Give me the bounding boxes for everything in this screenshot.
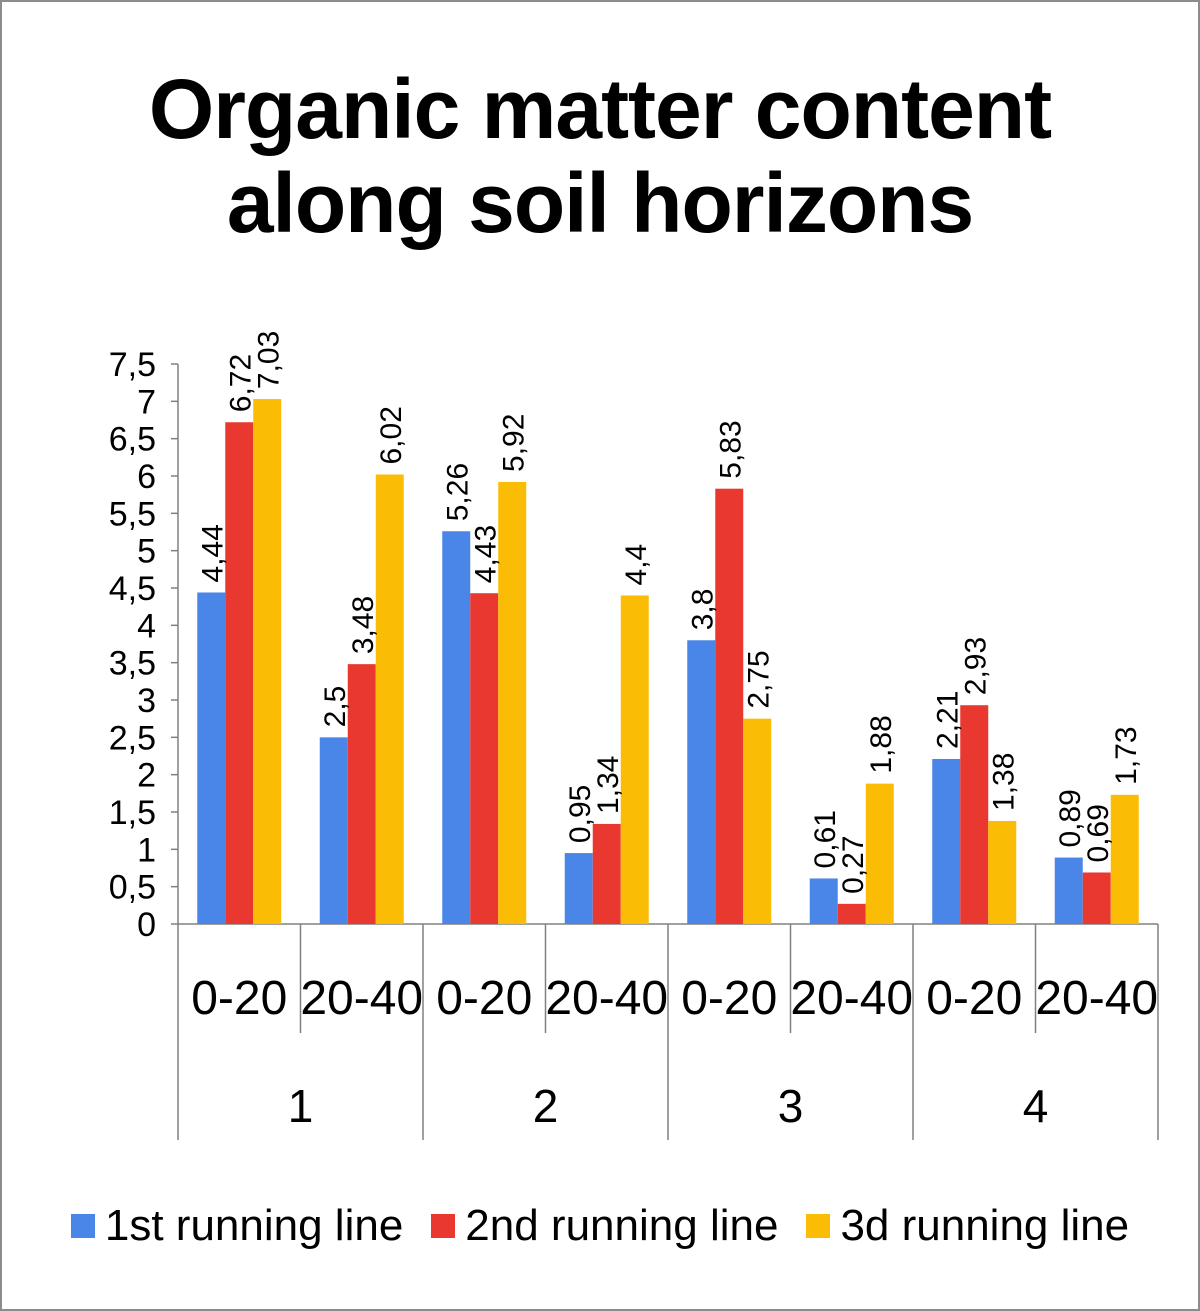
x-category-label: 0-20 <box>926 972 1022 1025</box>
legend-label: 2nd running line <box>465 1201 779 1250</box>
data-label: 2,75 <box>742 650 775 708</box>
chart-title-line-1: Organic matter content <box>148 62 1052 156</box>
data-label: 0,61 <box>809 810 842 868</box>
data-label: 0,27 <box>837 835 870 893</box>
y-tick-label: 6,5 <box>109 421 156 459</box>
bar <box>498 481 527 924</box>
bar <box>837 903 866 924</box>
data-label: 1,34 <box>592 756 625 814</box>
chart-title: Organic matter content along soil horizo… <box>0 62 1200 250</box>
data-label: 5,26 <box>441 463 474 521</box>
legend-item: 2nd running line <box>431 1201 778 1251</box>
bar <box>1054 857 1083 924</box>
y-tick-label: 6 <box>137 458 156 496</box>
bar <box>715 488 744 924</box>
chart-title-line-2: along soil horizons <box>226 156 974 250</box>
data-label: 5,92 <box>497 414 530 472</box>
y-tick-label: 1 <box>137 831 156 869</box>
y-tick-label: 0,5 <box>109 869 156 907</box>
x-category-label: 20-40 <box>545 972 668 1025</box>
data-label: 2,93 <box>959 637 992 695</box>
bar <box>960 705 989 924</box>
y-tick-label: 7,5 <box>109 346 156 384</box>
x-category-label: 0-20 <box>191 972 287 1025</box>
x-group-label: 1 <box>288 1080 314 1132</box>
data-label: 4,43 <box>469 525 502 583</box>
bar <box>592 823 621 924</box>
chart-legend: 1st running line 2nd running line 3d runni… <box>0 1196 1200 1256</box>
bar <box>564 853 593 924</box>
bar <box>442 531 471 924</box>
bar <box>932 758 961 924</box>
y-tick-label: 4,5 <box>109 570 156 608</box>
x-category-label: 20-40 <box>300 972 423 1025</box>
x-category-label: 20-40 <box>790 972 913 1025</box>
legend-swatch <box>70 1214 95 1238</box>
bar <box>743 718 772 924</box>
data-label: 5,83 <box>714 420 747 478</box>
data-label: 1,73 <box>1110 726 1143 784</box>
y-tick-label: 5 <box>137 533 156 571</box>
data-label: 0,95 <box>564 785 597 843</box>
bar <box>347 664 376 924</box>
legend-label: 1st running line <box>104 1201 404 1250</box>
legend-item: 1st running line <box>70 1201 404 1251</box>
data-label: 4,44 <box>196 524 229 582</box>
bar <box>988 820 1017 924</box>
data-label: 4,4 <box>620 544 653 586</box>
bar <box>809 878 838 924</box>
data-label: 7,03 <box>252 331 285 389</box>
bar <box>375 474 404 924</box>
y-tick-label: 1,5 <box>109 794 156 832</box>
data-label: 3,48 <box>347 596 380 654</box>
y-tick-label: 4 <box>137 607 156 645</box>
bar <box>319 737 348 924</box>
x-group-label: 3 <box>778 1080 804 1132</box>
legend-item: 3d running line <box>806 1201 1129 1251</box>
y-tick-label: 2 <box>137 757 156 795</box>
bar <box>225 422 254 924</box>
y-tick-label: 7 <box>137 383 156 421</box>
bar <box>687 640 716 924</box>
bar <box>620 595 649 924</box>
bar <box>1082 872 1111 924</box>
legend-swatch <box>431 1214 456 1238</box>
y-tick-label: 3 <box>137 682 156 720</box>
bar <box>1110 794 1139 924</box>
y-tick-label: 0 <box>137 906 156 944</box>
bar <box>253 399 282 924</box>
y-tick-label: 2,5 <box>109 719 156 757</box>
data-label: 0,89 <box>1054 789 1087 847</box>
data-label: 6,72 <box>224 354 257 412</box>
bar <box>470 593 499 924</box>
data-label: 6,02 <box>375 406 408 464</box>
data-label: 2,5 <box>319 686 352 728</box>
x-group-label: 2 <box>533 1080 559 1132</box>
x-category-label: 0-20 <box>436 972 532 1025</box>
bar <box>865 783 894 924</box>
y-tick-label: 5,5 <box>109 495 156 533</box>
data-label: 0,69 <box>1082 804 1115 862</box>
x-category-label: 0-20 <box>681 972 777 1025</box>
bar <box>197 592 226 924</box>
data-label: 3,8 <box>686 589 719 631</box>
data-label: 2,21 <box>931 691 964 749</box>
legend-swatch <box>806 1214 831 1238</box>
data-label: 1,88 <box>865 715 898 773</box>
legend-label: 3d running line <box>840 1201 1130 1250</box>
data-label: 1,38 <box>987 753 1020 811</box>
x-category-label: 20-40 <box>1035 972 1158 1025</box>
y-tick-label: 3,5 <box>109 645 156 683</box>
x-group-label: 4 <box>1023 1080 1049 1132</box>
